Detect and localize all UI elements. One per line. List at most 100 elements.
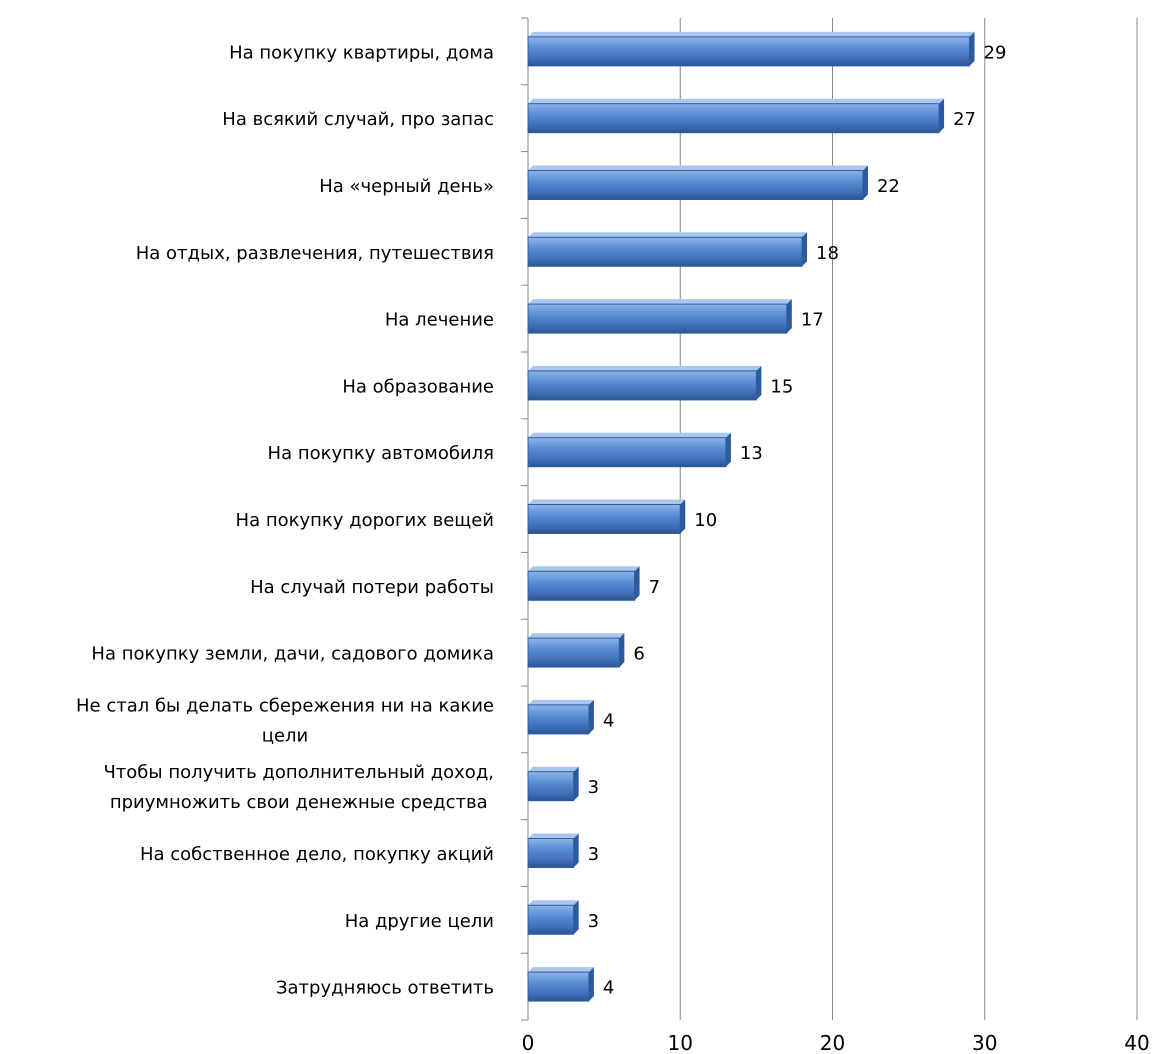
bar-front-face (527, 103, 940, 134)
category-label-line: На лечение (385, 310, 494, 331)
bar (527, 165, 868, 200)
bar-front-face (527, 704, 590, 735)
data-label: 10 (694, 510, 717, 531)
category-axis (521, 17, 529, 1021)
category-label-line: На образование (342, 376, 494, 397)
data-label: 4 (603, 710, 614, 731)
data-label: 6 (633, 644, 644, 665)
bar-side-face (939, 98, 945, 133)
category-label: На покупку дорогих вещей (236, 510, 494, 531)
bar-top-face (528, 232, 808, 238)
x-tick-label: 20 (820, 1031, 845, 1054)
data-label: 13 (740, 443, 763, 464)
x-tick-label: 0 (522, 1031, 535, 1054)
bar-front-face (527, 838, 575, 868)
x-tick-label: 10 (668, 1031, 693, 1054)
category-label-line: На отдых, развлечения, путешествия (136, 243, 494, 264)
bar-top-face (528, 165, 868, 171)
category-label: На всякий случай, про запас (222, 109, 494, 130)
data-label: 18 (816, 243, 839, 264)
bar-top-face (528, 967, 594, 973)
bar (527, 633, 625, 668)
category-label-line: Затрудняюсь ответить (276, 978, 494, 999)
bar (527, 432, 731, 468)
bar-side-face (588, 699, 594, 734)
bar-front-face (527, 504, 681, 534)
data-label: 3 (588, 844, 599, 865)
bar-side-face (634, 566, 640, 601)
category-label: На лечение (385, 310, 494, 331)
bar-top-face (528, 98, 945, 104)
category-label-line: На случай потери работы (250, 577, 494, 598)
bar (527, 900, 579, 935)
category-label-line: На покупку дорогих вещей (236, 510, 494, 531)
bar-side-face (802, 232, 808, 267)
category-label-line: На покупку земли, дачи, садового домика (91, 644, 494, 665)
bar-front-face (527, 904, 575, 935)
bar-top-face (528, 833, 579, 839)
bar-front-face (527, 303, 788, 334)
bar-side-face (619, 633, 625, 668)
category-label-line: На «черный день» (319, 176, 494, 197)
bar (527, 365, 762, 401)
bar-front-face (527, 236, 803, 267)
bar (527, 566, 640, 601)
bar-top-face (528, 566, 640, 572)
bar-top-face (528, 699, 594, 705)
bar (527, 232, 808, 267)
category-label: На случай потери работы (250, 577, 494, 598)
x-tick-label: 30 (972, 1031, 997, 1054)
x-tick-label: 40 (1124, 1031, 1149, 1054)
bar-front-face (527, 170, 864, 200)
data-label: 3 (588, 777, 599, 798)
bar-side-face (573, 833, 579, 868)
category-label: На собственное дело, покупку акций (140, 844, 494, 865)
bar-top-face (528, 365, 762, 371)
bar-top-face (528, 633, 625, 639)
bar (527, 31, 975, 67)
bar-side-face (573, 766, 579, 801)
bar-front-face (527, 971, 590, 1002)
bar (527, 967, 594, 1002)
category-label: Не стал бы делать сбережения ни на какие… (76, 695, 494, 746)
category-label: На другие цели (345, 911, 494, 932)
bar-side-face (680, 499, 686, 534)
category-label-line: Чтобы получить дополнительный доход, (103, 762, 494, 783)
data-label: 3 (588, 911, 599, 932)
bar-top-face (528, 299, 792, 305)
category-label-line: На покупку квартиры, дома (229, 42, 494, 63)
data-label: 22 (877, 176, 900, 197)
category-label: На образование (342, 376, 494, 397)
bars (527, 31, 975, 1002)
category-label: Чтобы получить дополнительный доход, приу… (103, 762, 494, 813)
bar (527, 699, 594, 735)
bar-front-face (527, 570, 636, 601)
category-label: На покупку земли, дачи, садового домика (91, 644, 494, 665)
category-label-line: На покупку автомобиля (268, 443, 494, 464)
bar-top-face (528, 499, 686, 505)
data-label: 17 (801, 310, 824, 331)
category-label: На «черный день» (319, 176, 494, 197)
data-labels: 29 27 22 18 17 15 13 10 7 6 4 3 3 3 4 (588, 42, 1007, 998)
category-label: На отдых, развлечения, путешествия (136, 243, 494, 264)
bar-top-face (528, 31, 975, 37)
category-label: На покупку автомобиля (268, 443, 494, 464)
category-label-line: На другие цели (345, 911, 494, 932)
bar-side-face (725, 432, 731, 467)
category-label-line: На всякий случай, про запас (222, 109, 494, 130)
bar-side-face (969, 31, 975, 66)
bar-side-face (756, 365, 762, 400)
category-label: На покупку квартиры, дома (229, 42, 494, 63)
data-label: 29 (984, 42, 1007, 63)
bar-front-face (527, 36, 971, 67)
bar-top-face (528, 432, 731, 438)
bar (527, 98, 945, 134)
bar-front-face (527, 437, 727, 468)
data-label: 15 (770, 376, 793, 397)
bar (527, 766, 579, 802)
bar-top-face (528, 766, 579, 772)
category-label-line: На собственное дело, покупку акций (140, 844, 494, 865)
category-label-line: приумножить свои денежные средства (110, 792, 488, 813)
category-label-line: цели (262, 725, 309, 746)
